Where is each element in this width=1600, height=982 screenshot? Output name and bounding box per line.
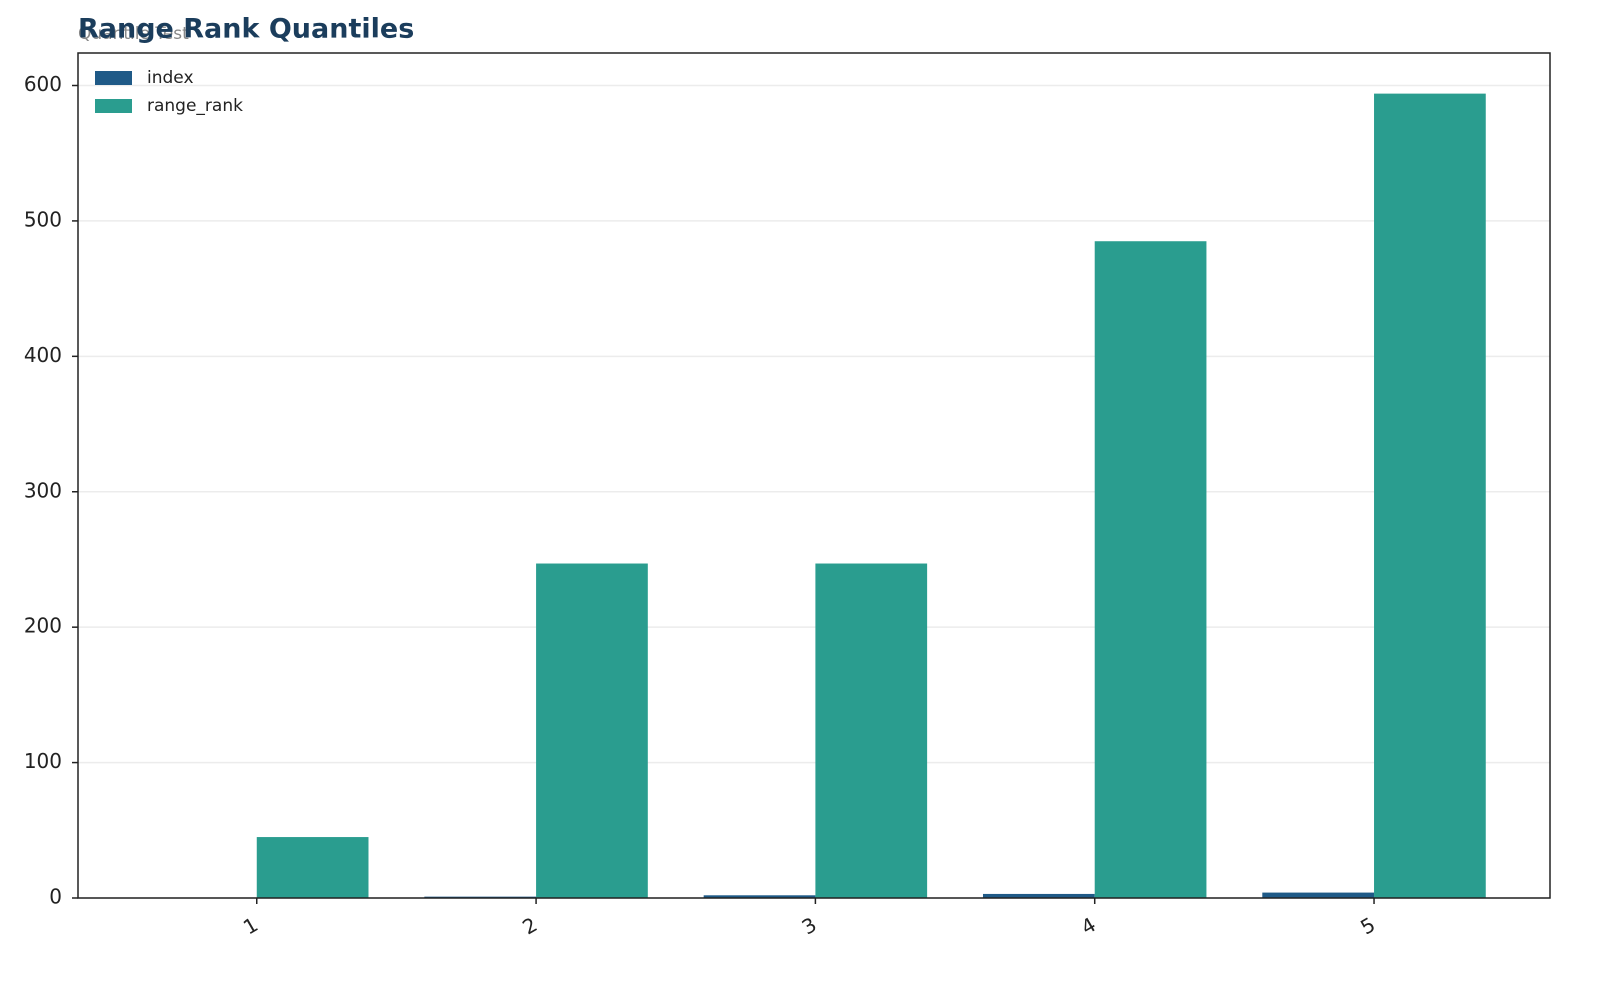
- x-tick-label: 3: [798, 912, 821, 939]
- y-tick-label: 400: [24, 343, 62, 367]
- legend-label: range_rank: [147, 96, 243, 116]
- y-tick-label: 200: [24, 614, 62, 638]
- bar: [536, 563, 648, 898]
- legend-label: index: [147, 68, 194, 88]
- bar: [1262, 892, 1375, 898]
- legend-swatch: [95, 71, 132, 85]
- y-tick-label: 0: [49, 885, 62, 909]
- y-tick-label: 300: [24, 478, 62, 502]
- bar: [256, 837, 369, 898]
- x-tick-label: 5: [1356, 912, 1379, 939]
- x-tick-label: 2: [518, 912, 541, 939]
- bar: [815, 563, 928, 898]
- legend-swatch: [95, 99, 132, 113]
- y-tick-label: 600: [24, 72, 62, 96]
- bar: [1094, 241, 1207, 898]
- y-tick-label: 100: [24, 749, 62, 773]
- x-tick-label: 1: [239, 912, 262, 939]
- y-tick-label: 500: [24, 207, 62, 231]
- chart-subtitle: Quantile Test: [78, 24, 189, 44]
- bar: [1374, 93, 1486, 898]
- x-tick-label: 4: [1077, 912, 1100, 939]
- chart-title: Range Rank Quantiles: [78, 14, 414, 45]
- bar: [703, 895, 816, 898]
- bar: [982, 893, 1095, 898]
- plot-frame: [77, 52, 1551, 899]
